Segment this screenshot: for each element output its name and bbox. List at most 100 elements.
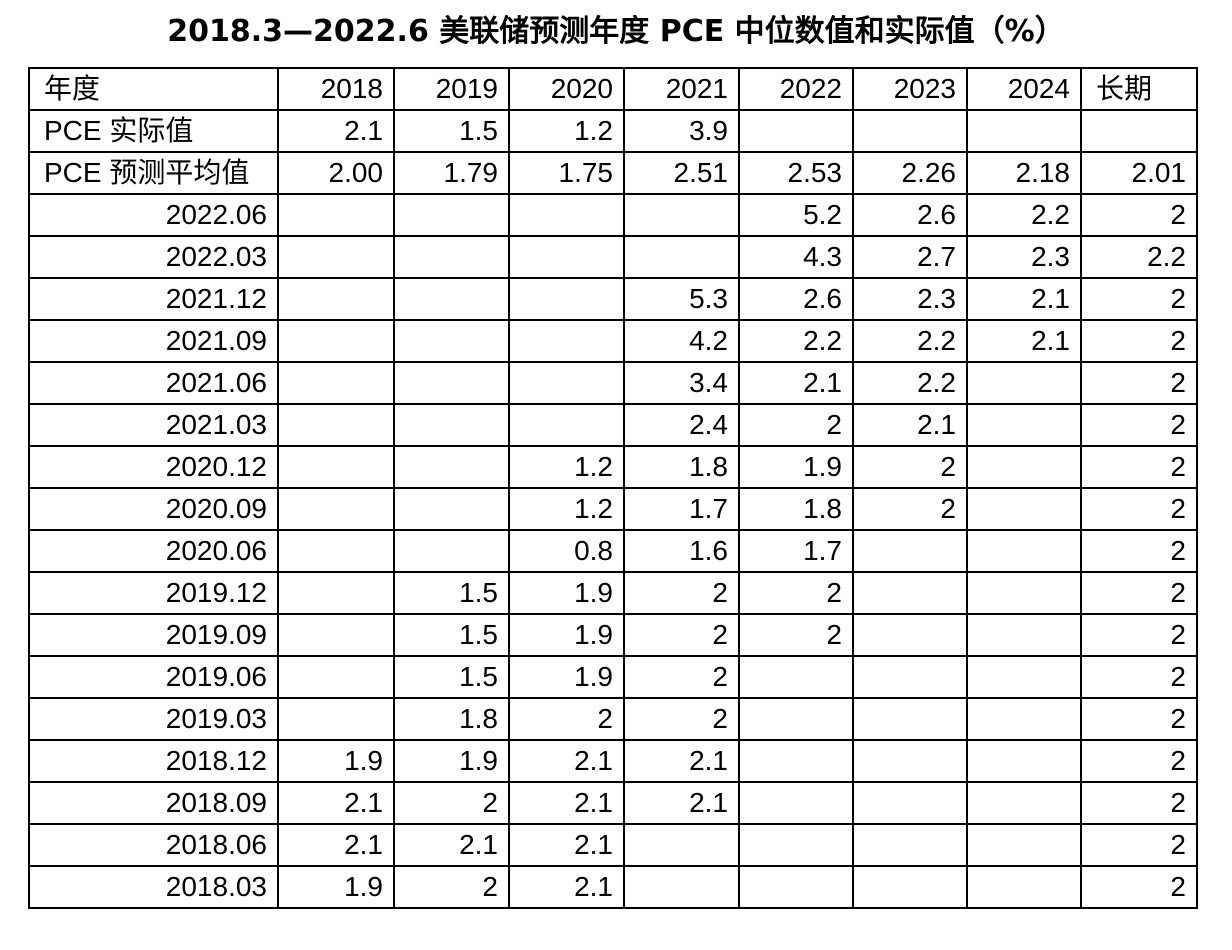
value-cell: 2 [623,655,740,699]
row-label: 2018.12 [28,739,279,783]
value-cell: 2.7 [852,235,968,279]
value-cell: 2.18 [966,151,1082,195]
value-cell: 2.2 [852,361,968,405]
value-cell: 2.1 [277,109,395,153]
value-cell: 2.3 [966,235,1082,279]
value-cell: 2 [1080,319,1198,363]
value-cell: 2 [1080,697,1198,741]
table-body: 年度 2018 2019 2020 2021 2022 2023 2024 长期 PCE 实际值 2… [28,67,1198,909]
value-cell: 2 [623,613,740,657]
table-row: 2018.06 2.1 2.1 2.1 2 [28,823,1198,867]
row-label: 2021.06 [28,361,279,405]
table-row: 2018.03 1.9 2 2.1 2 [28,865,1198,909]
value-cell: 2.26 [852,151,968,195]
value-cell: 1.9 [393,739,510,783]
value-cell [738,865,854,909]
header-cell: 2020 [508,67,625,111]
value-cell: 1.7 [738,529,854,573]
value-cell [966,445,1082,489]
value-cell: 2 [738,613,854,657]
title: 2018.3—2022.6 美联储预测年度 PCE 中位数值和实际值（%） [167,14,1065,49]
value-cell [277,571,395,615]
value-cell [277,319,395,363]
header-cell: 2022 [738,67,854,111]
value-cell: 2 [393,865,510,909]
value-cell [623,235,740,279]
value-cell: 1.7 [623,487,740,531]
row-label: 2021.03 [28,403,279,447]
value-cell [966,823,1082,867]
header-row: 年度 2018 2019 2020 2021 2022 2023 2024 长期 [28,67,1198,111]
value-cell: 2 [1080,487,1198,531]
value-cell: 2.1 [966,319,1082,363]
value-cell: 4.2 [623,319,740,363]
value-cell: 2.1 [508,865,625,909]
value-cell [393,277,510,321]
value-cell: 2 [1080,739,1198,783]
table-row: 2019.06 1.5 1.9 2 2 [28,655,1198,699]
value-cell: 2.1 [966,277,1082,321]
value-cell: 1.6 [623,529,740,573]
value-cell [852,697,968,741]
value-cell: 1.9 [508,571,625,615]
value-cell: 2 [1080,277,1198,321]
value-cell: 2 [1080,403,1198,447]
value-cell [393,361,510,405]
value-cell [277,487,395,531]
value-cell: 2.51 [623,151,740,195]
data-table: 年度 2018 2019 2020 2021 2022 2023 2024 长期 PCE 实际值 2… [28,67,1198,909]
value-cell [966,487,1082,531]
value-cell [393,403,510,447]
header-cell: 长期 [1080,67,1198,111]
table-row: PCE 预测平均值 2.00 1.79 1.75 2.51 2.53 2.26 2.18 2.0… [28,151,1198,195]
table-row: 2019.12 1.5 1.9 2 2 2 [28,571,1198,615]
value-cell: 1.79 [393,151,510,195]
row-label: 2021.12 [28,277,279,321]
value-cell: 2.01 [1080,151,1198,195]
value-cell [966,571,1082,615]
value-cell [277,361,395,405]
row-label: 2019.06 [28,655,279,699]
value-cell [738,697,854,741]
value-cell: 1.2 [508,109,625,153]
value-cell [277,655,395,699]
value-cell: 2.1 [508,739,625,783]
value-cell: 2 [1080,823,1198,867]
value-cell [393,529,510,573]
value-cell [852,865,968,909]
value-cell [1080,109,1198,153]
value-cell [852,109,968,153]
value-cell: 2 [738,403,854,447]
value-cell [852,655,968,699]
row-label: PCE 预测平均值 [28,151,279,195]
value-cell [623,865,740,909]
value-cell [508,277,625,321]
value-cell: 5.2 [738,193,854,237]
value-cell [852,739,968,783]
value-cell [852,529,968,573]
value-cell: 2.1 [738,361,854,405]
value-cell: 2.1 [852,403,968,447]
value-cell [966,655,1082,699]
table-row: 2019.03 1.8 2 2 2 [28,697,1198,741]
value-cell: 2.6 [852,193,968,237]
value-cell [508,319,625,363]
table-row: 2020.12 1.2 1.8 1.9 2 2 [28,445,1198,489]
value-cell: 2 [1080,865,1198,909]
value-cell: 2.2 [1080,235,1198,279]
value-cell: 2 [1080,613,1198,657]
header-cell: 2018 [277,67,395,111]
value-cell: 2 [1080,445,1198,489]
header-cell: 2021 [623,67,740,111]
value-cell: 2 [623,697,740,741]
value-cell [277,277,395,321]
value-cell: 1.9 [738,445,854,489]
value-cell: 1.2 [508,487,625,531]
value-cell [738,739,854,783]
value-cell [966,781,1082,825]
value-cell: 2.1 [393,823,510,867]
row-label: 2020.09 [28,487,279,531]
value-cell [508,361,625,405]
value-cell: 2.1 [508,823,625,867]
header-cell: 年度 [28,67,279,111]
